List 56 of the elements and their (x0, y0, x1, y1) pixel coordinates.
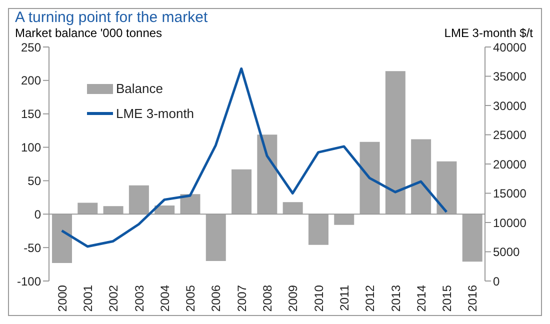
bar (334, 214, 354, 225)
x-tick-label: 2008 (260, 284, 275, 312)
bar (411, 139, 432, 214)
x-tick-label: 2006 (209, 284, 224, 312)
y-tick-label: 200 (20, 74, 42, 88)
bar (180, 194, 200, 214)
line-series (60, 67, 448, 248)
bar (360, 142, 380, 214)
x-tick-label: 2010 (312, 284, 326, 312)
bar (52, 214, 72, 263)
bar (103, 206, 124, 214)
y-tick-label: -100 (16, 274, 42, 288)
y2-tick-label: 0 (493, 274, 500, 288)
x-tick-label: 2015 (440, 284, 454, 312)
legend-label: LME 3-month (116, 106, 194, 121)
y2-tick-label: 30000 (493, 98, 527, 113)
x-tick-label: 2009 (286, 284, 300, 312)
x-tick-label: 2001 (80, 284, 95, 312)
x-tick-label: 2002 (106, 284, 121, 312)
y2-tick-label: 40000 (493, 40, 527, 54)
x-tick-label: 2014 (414, 284, 428, 312)
y-tick-label: 150 (20, 107, 42, 122)
y-tick-label: 50 (28, 174, 42, 188)
y-tick-label: 0 (34, 207, 42, 222)
x-tick-label: 2012 (363, 284, 378, 312)
y-tick-label: 100 (20, 140, 42, 155)
y2-tick-label: 15000 (493, 186, 527, 201)
x-tick-label: 2013 (388, 284, 403, 312)
x-tick-label: 2016 (466, 284, 480, 312)
y2-tick-label: 5000 (493, 245, 520, 260)
bar (385, 71, 406, 214)
bar (308, 214, 328, 245)
bar (462, 214, 482, 262)
bar (128, 185, 149, 214)
y2-tick-label: 25000 (493, 128, 527, 142)
x-tick-label: 2000 (55, 284, 70, 312)
y-tick-label: -50 (24, 240, 42, 255)
bar (282, 202, 303, 214)
y2-axis-title: LME 3-month $/t (444, 26, 533, 40)
legend-label: Balance (116, 81, 163, 96)
x-tick-label: 2007 (234, 284, 249, 312)
y-axis-title: Market balance '000 tonnes (15, 26, 162, 40)
x-tick-label: 2011 (337, 284, 352, 311)
bar (206, 214, 226, 261)
bar (232, 169, 252, 214)
chart-title: A turning point for the market (15, 9, 208, 26)
y-tick-label: 250 (20, 40, 42, 54)
y2-tick-label: 10000 (493, 216, 527, 230)
x-tick-label: 2005 (184, 284, 198, 312)
bar (78, 202, 98, 214)
y2-tick-label: 35000 (493, 70, 527, 84)
x-tick-label: 2003 (132, 284, 146, 312)
x-tick-label: 2004 (158, 284, 172, 312)
bar (257, 134, 278, 214)
bar (436, 161, 457, 214)
y2-tick-label: 20000 (493, 157, 527, 172)
